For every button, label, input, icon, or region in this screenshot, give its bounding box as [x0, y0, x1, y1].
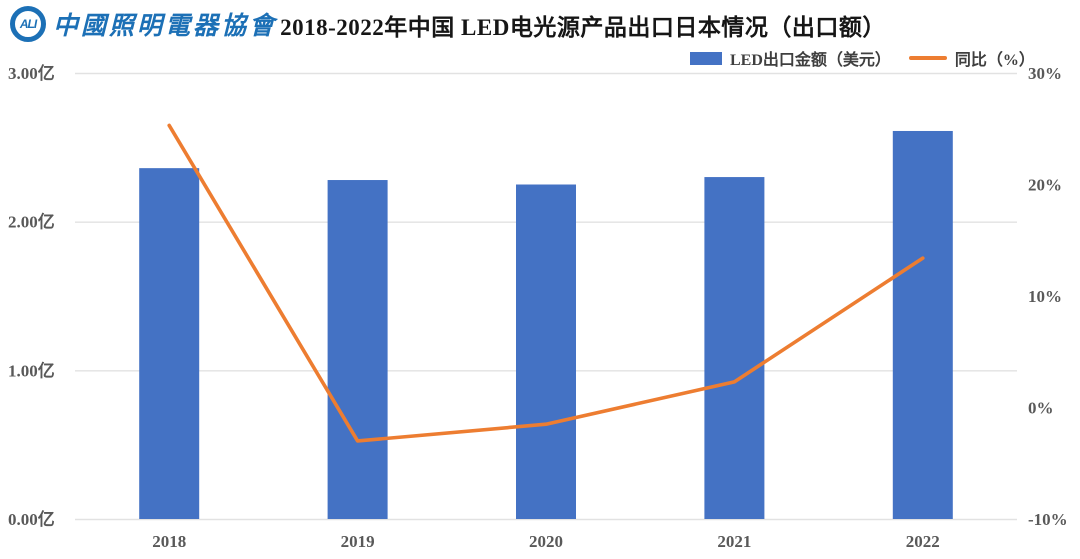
- left-axis-tick: 3.00亿: [8, 63, 55, 83]
- x-axis-label-2018: 2018: [152, 532, 186, 551]
- bar-2018: [139, 168, 200, 519]
- legend-line-swatch: [908, 56, 947, 60]
- legend-bar-swatch: [690, 51, 722, 65]
- right-axis-tick: -10%: [1028, 510, 1068, 529]
- right-axis-tick: 10%: [1028, 287, 1062, 306]
- bar-2019: [327, 180, 388, 520]
- left-axis-tick: 0.00亿: [8, 509, 55, 529]
- x-axis-label-2019: 2019: [341, 532, 375, 551]
- left-axis-tick: 2.00亿: [8, 212, 55, 232]
- bar-2021: [704, 177, 765, 520]
- cali-logo: ALI 中國照明電器協會: [10, 6, 277, 42]
- chart-title: 2018-2022年中国 LED电光源产品出口日本情况（出口额）: [280, 15, 886, 40]
- cali-org-name: 中國照明電器協會: [53, 13, 278, 40]
- cali-logo-mark-text: ALI: [19, 17, 37, 31]
- bar-2020: [516, 184, 576, 519]
- x-axis-label-2020: 2020: [529, 532, 563, 551]
- yoy-line: [167, 123, 925, 443]
- right-axis-tick: 0%: [1028, 399, 1054, 418]
- right-axis-tick: 30%: [1028, 64, 1062, 83]
- legend-line-label: 同比（%）: [954, 52, 1035, 69]
- bar-2022: [892, 130, 953, 520]
- chart-legend: LED出口金额（美元） 同比（%）: [690, 46, 1035, 70]
- legend-bar-label: LED出口金额（美元）: [730, 52, 891, 69]
- right-axis-tick: 20%: [1028, 176, 1062, 195]
- cali-logo-icon: ALI: [10, 6, 46, 42]
- x-axis-label-2022: 2022: [906, 532, 940, 551]
- left-axis-tick: 1.00亿: [8, 360, 55, 380]
- x-axis-label-2021: 2021: [717, 532, 751, 551]
